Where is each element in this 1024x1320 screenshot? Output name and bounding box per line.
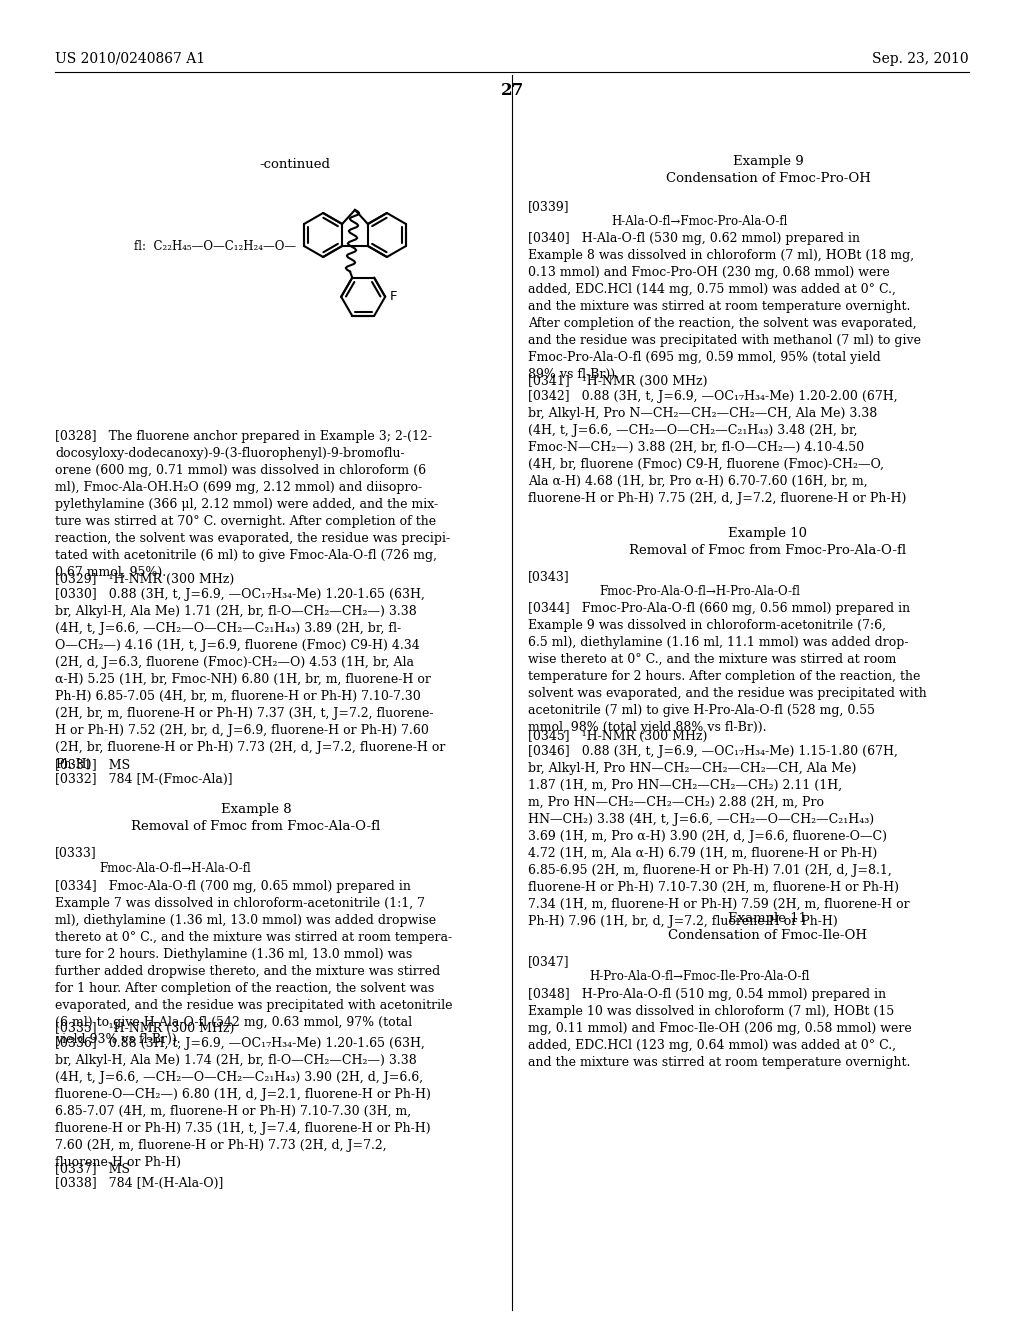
Text: [0328]   The fluorene anchor prepared in Example 3; 2-(12-
docosyloxy-dodecanoxy: [0328] The fluorene anchor prepared in E…	[55, 430, 451, 579]
Text: Example 9: Example 9	[732, 154, 804, 168]
Text: [0340]   H-Ala-O-fl (530 mg, 0.62 mmol) prepared in
Example 8 was dissolved in c: [0340] H-Ala-O-fl (530 mg, 0.62 mmol) pr…	[528, 232, 921, 381]
Text: Example 11: Example 11	[728, 912, 808, 925]
Text: Removal of Fmoc from Fmoc-Pro-Ala-O-fl: Removal of Fmoc from Fmoc-Pro-Ala-O-fl	[630, 544, 906, 557]
Text: [0338]   784 [M-(H-Ala-O)]: [0338] 784 [M-(H-Ala-O)]	[55, 1177, 223, 1191]
Text: [0336]   0.88 (3H, t, J=6.9, —OC₁₇H₃₄-Me) 1.20-1.65 (63H,
br, Alkyl-H, Ala Me) 1: [0336] 0.88 (3H, t, J=6.9, —OC₁₇H₃₄-Me) …	[55, 1038, 431, 1170]
Text: US 2010/0240867 A1: US 2010/0240867 A1	[55, 51, 205, 66]
Text: [0337]   MS: [0337] MS	[55, 1162, 130, 1175]
Text: Example 8: Example 8	[221, 803, 291, 816]
Text: [0345]   ¹H-NMR (300 MHz): [0345] ¹H-NMR (300 MHz)	[528, 730, 708, 743]
Text: Fmoc-Pro-Ala-O-fl→H-Pro-Ala-O-fl: Fmoc-Pro-Ala-O-fl→H-Pro-Ala-O-fl	[599, 585, 801, 598]
Text: [0335]   ¹H-NMR (300 MHz): [0335] ¹H-NMR (300 MHz)	[55, 1022, 234, 1035]
Text: 27: 27	[501, 82, 523, 99]
Text: Sep. 23, 2010: Sep. 23, 2010	[872, 51, 969, 66]
Text: F: F	[390, 290, 397, 304]
Text: [0330]   0.88 (3H, t, J=6.9, —OC₁₇H₃₄-Me) 1.20-1.65 (63H,
br, Alkyl-H, Ala Me) 1: [0330] 0.88 (3H, t, J=6.9, —OC₁₇H₃₄-Me) …	[55, 587, 445, 771]
Text: [0348]   H-Pro-Ala-O-fl (510 mg, 0.54 mmol) prepared in
Example 10 was dissolved: [0348] H-Pro-Ala-O-fl (510 mg, 0.54 mmol…	[528, 987, 911, 1069]
Text: Condensation of Fmoc-Ile-OH: Condensation of Fmoc-Ile-OH	[669, 929, 867, 942]
Text: [0347]: [0347]	[528, 954, 569, 968]
Text: H-Pro-Ala-O-fl→Fmoc-Ile-Pro-Ala-O-fl: H-Pro-Ala-O-fl→Fmoc-Ile-Pro-Ala-O-fl	[590, 970, 810, 983]
Text: [0342]   0.88 (3H, t, J=6.9, —OC₁₇H₃₄-Me) 1.20-2.00 (67H,
br, Alkyl-H, Pro N—CH₂: [0342] 0.88 (3H, t, J=6.9, —OC₁₇H₃₄-Me) …	[528, 389, 906, 506]
Text: [0331]   MS: [0331] MS	[55, 758, 130, 771]
Text: [0329]   ¹H-NMR (300 MHz): [0329] ¹H-NMR (300 MHz)	[55, 573, 234, 586]
Text: H-Ala-O-fl→Fmoc-Pro-Ala-O-fl: H-Ala-O-fl→Fmoc-Pro-Ala-O-fl	[611, 215, 788, 228]
Text: [0333]: [0333]	[55, 846, 96, 859]
Text: [0346]   0.88 (3H, t, J=6.9, —OC₁₇H₃₄-Me) 1.15-1.80 (67H,
br, Alkyl-H, Pro HN—CH: [0346] 0.88 (3H, t, J=6.9, —OC₁₇H₃₄-Me) …	[528, 744, 909, 928]
Text: Removal of Fmoc from Fmoc-Ala-O-fl: Removal of Fmoc from Fmoc-Ala-O-fl	[131, 820, 381, 833]
Text: [0343]: [0343]	[528, 570, 569, 583]
Text: Example 10: Example 10	[728, 527, 808, 540]
Text: [0332]   784 [M-(Fmoc-Ala)]: [0332] 784 [M-(Fmoc-Ala)]	[55, 774, 232, 785]
Text: -continued: -continued	[259, 158, 331, 172]
Text: [0334]   Fmoc-Ala-O-fl (700 mg, 0.65 mmol) prepared in
Example 7 was dissolved i: [0334] Fmoc-Ala-O-fl (700 mg, 0.65 mmol)…	[55, 880, 453, 1045]
Text: [0339]: [0339]	[528, 201, 569, 213]
Text: fl:  C₂₂H₄₅—O—C₁₂H₂₄—O—: fl: C₂₂H₄₅—O—C₁₂H₂₄—O—	[134, 239, 296, 252]
Text: Condensation of Fmoc-Pro-OH: Condensation of Fmoc-Pro-OH	[666, 172, 870, 185]
Text: Fmoc-Ala-O-fl→H-Ala-O-fl: Fmoc-Ala-O-fl→H-Ala-O-fl	[99, 862, 251, 875]
Text: [0344]   Fmoc-Pro-Ala-O-fl (660 mg, 0.56 mmol) prepared in
Example 9 was dissolv: [0344] Fmoc-Pro-Ala-O-fl (660 mg, 0.56 m…	[528, 602, 927, 734]
Text: [0341]   ¹H-NMR (300 MHz): [0341] ¹H-NMR (300 MHz)	[528, 375, 708, 388]
